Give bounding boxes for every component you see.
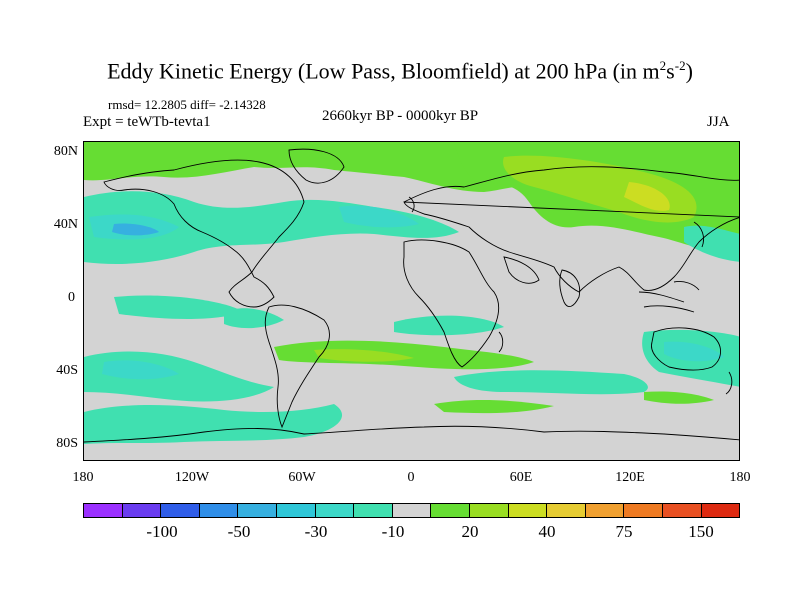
lon-label-0: 0 — [407, 470, 415, 485]
colorbar-segment-5 — [276, 504, 316, 517]
field-south-atlantic-yellow — [314, 349, 414, 362]
coast-madagascar — [498, 331, 504, 353]
field-eq-teal-1 — [114, 295, 244, 319]
colorbar-segment-0 — [84, 504, 123, 517]
colorbar-label: -100 — [146, 522, 178, 541]
lat-label-80n: 80N — [53, 144, 78, 159]
colorbar-segment-15 — [662, 504, 702, 517]
lon-label-120e: 120E — [615, 470, 645, 485]
coast-antarctica — [84, 425, 739, 443]
experiment-label: Expt = teWTb-tevta1 — [83, 114, 211, 130]
field-north-pacific-blue-core — [112, 223, 159, 236]
coast-eurasia — [403, 166, 739, 293]
colorbar-segment-16 — [701, 504, 740, 517]
field-atlantic-blue — [339, 205, 419, 228]
field-south-blue-west — [102, 360, 179, 380]
colorbar — [83, 503, 740, 518]
lon-label-180w: 180 — [72, 470, 94, 485]
coast-south-america — [264, 304, 330, 429]
colorbar-label: -10 — [381, 522, 405, 541]
field-south-atlantic-green — [274, 340, 534, 370]
colorbar-label: 150 — [688, 522, 714, 541]
lon-label-60w: 60W — [288, 470, 316, 485]
field-japan-teal — [684, 225, 739, 262]
colorbar-segment-7 — [354, 504, 393, 517]
colorbar-segment-12 — [547, 504, 586, 517]
coast-arabia — [503, 256, 540, 284]
colorbar-segment-6 — [315, 504, 355, 517]
lon-label-180e: 180 — [729, 470, 751, 485]
colorbar-label: 75 — [615, 522, 633, 541]
field-eq-teal-2 — [394, 315, 504, 336]
colorbar-segment-4 — [238, 504, 277, 517]
colorbar-segment-14 — [624, 504, 663, 517]
colorbar-label: 40 — [538, 522, 556, 541]
coast-se-asia-islands — [638, 281, 700, 313]
lat-label-0: 0 — [68, 290, 75, 305]
colorbar-segment-10 — [469, 504, 509, 517]
coast-north-america — [103, 159, 305, 308]
rmsd-stat: rmsd= 12.2805 diff= -2.14328 — [108, 97, 266, 112]
lat-label-40s: 40S — [56, 363, 78, 378]
field-antarctic-teal — [84, 404, 343, 444]
coast-uk — [408, 196, 415, 213]
field-antarctic-green — [434, 399, 554, 414]
field-indian-ocean-teal — [454, 370, 648, 395]
coast-greenland — [288, 148, 345, 184]
colorbar-segment-11 — [508, 504, 548, 517]
period-label: 2660kyr BP - 0000kyr BP — [322, 108, 479, 124]
field-antarctic-green-east — [644, 391, 714, 404]
field-south-teal-mid — [224, 308, 284, 329]
colorbar-segment-1 — [122, 504, 162, 517]
coast-africa — [403, 239, 500, 368]
lat-label-80s: 80S — [56, 436, 78, 451]
field-eurasia-yellow-core — [624, 182, 670, 211]
lon-label-60e: 60E — [509, 470, 533, 485]
coast-new-zealand — [725, 371, 733, 395]
anomaly-fields — [84, 142, 739, 444]
colorbar-segment-13 — [585, 504, 625, 517]
map-title: Eddy Kinetic Energy (Low Pass, Bloomfiel… — [107, 58, 693, 84]
map-plot — [83, 141, 740, 461]
colorbar-segment-3 — [199, 504, 239, 517]
lon-label-120w: 120W — [174, 470, 210, 485]
coast-australia — [651, 327, 721, 371]
colorbar-segment-9 — [431, 504, 470, 517]
season-label: JJA — [707, 114, 730, 130]
colorbar-label: 20 — [461, 522, 479, 541]
coast-india — [559, 269, 581, 308]
field-australia-blue — [664, 341, 724, 362]
colorbar-segment-2 — [161, 504, 200, 517]
colorbar-label: -50 — [227, 522, 251, 541]
coastlines — [84, 148, 739, 443]
colorbar-label: -30 — [304, 522, 328, 541]
map-svg — [84, 142, 739, 444]
lat-label-40n: 40N — [53, 217, 78, 232]
coast-japan — [693, 221, 705, 248]
field-south-teal-west — [84, 351, 274, 402]
colorbar-segment-8 — [392, 504, 432, 517]
